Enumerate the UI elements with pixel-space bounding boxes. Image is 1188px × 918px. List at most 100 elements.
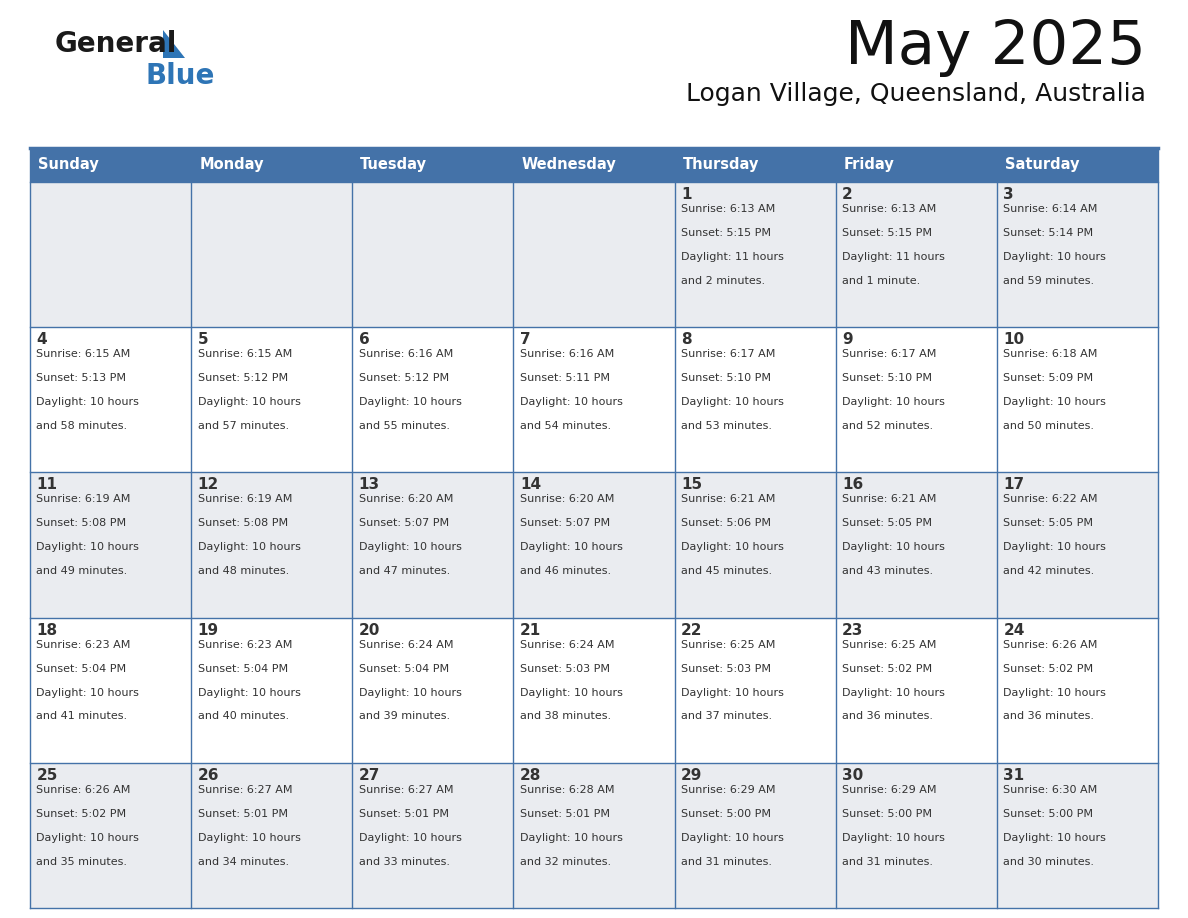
Text: Sunrise: 6:22 AM: Sunrise: 6:22 AM — [1004, 495, 1098, 504]
Text: and 55 minutes.: and 55 minutes. — [359, 421, 450, 431]
Text: Sunrise: 6:27 AM: Sunrise: 6:27 AM — [359, 785, 454, 795]
Text: Daylight: 10 hours: Daylight: 10 hours — [197, 833, 301, 843]
Bar — [835, 148, 997, 182]
Text: Sunset: 5:04 PM: Sunset: 5:04 PM — [197, 664, 287, 674]
Text: 24: 24 — [1004, 622, 1025, 638]
Text: 14: 14 — [520, 477, 541, 492]
Text: Sunset: 5:08 PM: Sunset: 5:08 PM — [37, 519, 127, 529]
Text: Sunrise: 6:20 AM: Sunrise: 6:20 AM — [520, 495, 614, 504]
Text: Daylight: 10 hours: Daylight: 10 hours — [842, 688, 944, 698]
Text: Sunset: 5:14 PM: Sunset: 5:14 PM — [1004, 228, 1093, 238]
Text: Daylight: 10 hours: Daylight: 10 hours — [1004, 252, 1106, 262]
Text: and 31 minutes.: and 31 minutes. — [681, 856, 772, 867]
Text: 26: 26 — [197, 767, 219, 783]
Text: Daylight: 10 hours: Daylight: 10 hours — [359, 833, 462, 843]
Text: 25: 25 — [37, 767, 58, 783]
Text: Sunset: 5:12 PM: Sunset: 5:12 PM — [359, 373, 449, 383]
Text: Daylight: 10 hours: Daylight: 10 hours — [842, 543, 944, 553]
Text: Daylight: 10 hours: Daylight: 10 hours — [197, 543, 301, 553]
Text: Sunset: 5:06 PM: Sunset: 5:06 PM — [681, 519, 771, 529]
Bar — [997, 148, 1158, 182]
Text: 15: 15 — [681, 477, 702, 492]
Text: Blue: Blue — [145, 62, 214, 90]
Text: Sunset: 5:01 PM: Sunset: 5:01 PM — [197, 809, 287, 819]
Bar — [30, 327, 1158, 473]
Text: and 54 minutes.: and 54 minutes. — [520, 421, 611, 431]
Text: and 57 minutes.: and 57 minutes. — [197, 421, 289, 431]
Text: and 58 minutes.: and 58 minutes. — [37, 421, 127, 431]
Text: Sunset: 5:02 PM: Sunset: 5:02 PM — [1004, 664, 1093, 674]
Text: Sunrise: 6:17 AM: Sunrise: 6:17 AM — [842, 349, 936, 359]
Text: Sunrise: 6:14 AM: Sunrise: 6:14 AM — [1004, 204, 1098, 214]
Text: Thursday: Thursday — [683, 158, 759, 173]
Text: Daylight: 10 hours: Daylight: 10 hours — [1004, 833, 1106, 843]
Text: Daylight: 11 hours: Daylight: 11 hours — [842, 252, 944, 262]
Bar — [30, 473, 1158, 618]
Text: and 49 minutes.: and 49 minutes. — [37, 566, 127, 577]
Text: Daylight: 10 hours: Daylight: 10 hours — [681, 833, 784, 843]
Text: Sunset: 5:02 PM: Sunset: 5:02 PM — [37, 809, 127, 819]
Text: and 42 minutes.: and 42 minutes. — [1004, 566, 1094, 577]
Text: Sunset: 5:08 PM: Sunset: 5:08 PM — [197, 519, 287, 529]
Text: Daylight: 10 hours: Daylight: 10 hours — [37, 833, 139, 843]
Text: Sunrise: 6:13 AM: Sunrise: 6:13 AM — [842, 204, 936, 214]
Text: Sunrise: 6:21 AM: Sunrise: 6:21 AM — [681, 495, 776, 504]
Bar — [513, 148, 675, 182]
Text: Sunrise: 6:23 AM: Sunrise: 6:23 AM — [37, 640, 131, 650]
Text: and 30 minutes.: and 30 minutes. — [1004, 856, 1094, 867]
Text: Sunset: 5:12 PM: Sunset: 5:12 PM — [197, 373, 287, 383]
Text: 13: 13 — [359, 477, 380, 492]
Text: Sunrise: 6:16 AM: Sunrise: 6:16 AM — [359, 349, 453, 359]
Text: Sunrise: 6:24 AM: Sunrise: 6:24 AM — [520, 640, 614, 650]
Text: and 38 minutes.: and 38 minutes. — [520, 711, 611, 722]
Text: Daylight: 10 hours: Daylight: 10 hours — [681, 688, 784, 698]
Text: Daylight: 10 hours: Daylight: 10 hours — [520, 543, 623, 553]
Text: 23: 23 — [842, 622, 864, 638]
Text: 21: 21 — [520, 622, 541, 638]
Text: 22: 22 — [681, 622, 702, 638]
Text: Daylight: 10 hours: Daylight: 10 hours — [1004, 397, 1106, 407]
Text: Sunset: 5:00 PM: Sunset: 5:00 PM — [842, 809, 933, 819]
Text: Daylight: 10 hours: Daylight: 10 hours — [359, 397, 462, 407]
Bar — [191, 148, 353, 182]
Text: Daylight: 10 hours: Daylight: 10 hours — [842, 833, 944, 843]
Text: Sunrise: 6:16 AM: Sunrise: 6:16 AM — [520, 349, 614, 359]
Text: Daylight: 10 hours: Daylight: 10 hours — [359, 688, 462, 698]
Bar — [353, 148, 513, 182]
Text: 27: 27 — [359, 767, 380, 783]
Text: 9: 9 — [842, 332, 853, 347]
Text: and 48 minutes.: and 48 minutes. — [197, 566, 289, 577]
Text: and 43 minutes.: and 43 minutes. — [842, 566, 934, 577]
Text: Sunset: 5:07 PM: Sunset: 5:07 PM — [359, 519, 449, 529]
Bar — [30, 763, 1158, 908]
Bar — [30, 182, 1158, 327]
Text: Sunset: 5:15 PM: Sunset: 5:15 PM — [681, 228, 771, 238]
Text: Sunset: 5:10 PM: Sunset: 5:10 PM — [842, 373, 933, 383]
Text: Daylight: 10 hours: Daylight: 10 hours — [37, 397, 139, 407]
Text: Sunset: 5:01 PM: Sunset: 5:01 PM — [359, 809, 449, 819]
Text: 31: 31 — [1004, 767, 1024, 783]
Text: Sunset: 5:03 PM: Sunset: 5:03 PM — [520, 664, 609, 674]
Text: Sunrise: 6:26 AM: Sunrise: 6:26 AM — [37, 785, 131, 795]
Text: Sunrise: 6:25 AM: Sunrise: 6:25 AM — [842, 640, 936, 650]
Text: 28: 28 — [520, 767, 542, 783]
Text: Sunrise: 6:15 AM: Sunrise: 6:15 AM — [37, 349, 131, 359]
Text: and 1 minute.: and 1 minute. — [842, 276, 921, 285]
Text: Sunrise: 6:21 AM: Sunrise: 6:21 AM — [842, 495, 936, 504]
Text: Sunrise: 6:13 AM: Sunrise: 6:13 AM — [681, 204, 776, 214]
Text: 29: 29 — [681, 767, 702, 783]
Text: and 31 minutes.: and 31 minutes. — [842, 856, 933, 867]
Bar — [30, 148, 191, 182]
Text: and 47 minutes.: and 47 minutes. — [359, 566, 450, 577]
Text: General: General — [55, 30, 177, 58]
Text: Sunrise: 6:18 AM: Sunrise: 6:18 AM — [1004, 349, 1098, 359]
Text: Wednesday: Wednesday — [522, 158, 617, 173]
Text: and 32 minutes.: and 32 minutes. — [520, 856, 611, 867]
Text: Daylight: 10 hours: Daylight: 10 hours — [1004, 543, 1106, 553]
Text: and 46 minutes.: and 46 minutes. — [520, 566, 611, 577]
Text: Sunset: 5:05 PM: Sunset: 5:05 PM — [842, 519, 933, 529]
Text: 20: 20 — [359, 622, 380, 638]
Text: Sunset: 5:07 PM: Sunset: 5:07 PM — [520, 519, 609, 529]
Text: Sunrise: 6:27 AM: Sunrise: 6:27 AM — [197, 785, 292, 795]
Text: Sunset: 5:15 PM: Sunset: 5:15 PM — [842, 228, 933, 238]
